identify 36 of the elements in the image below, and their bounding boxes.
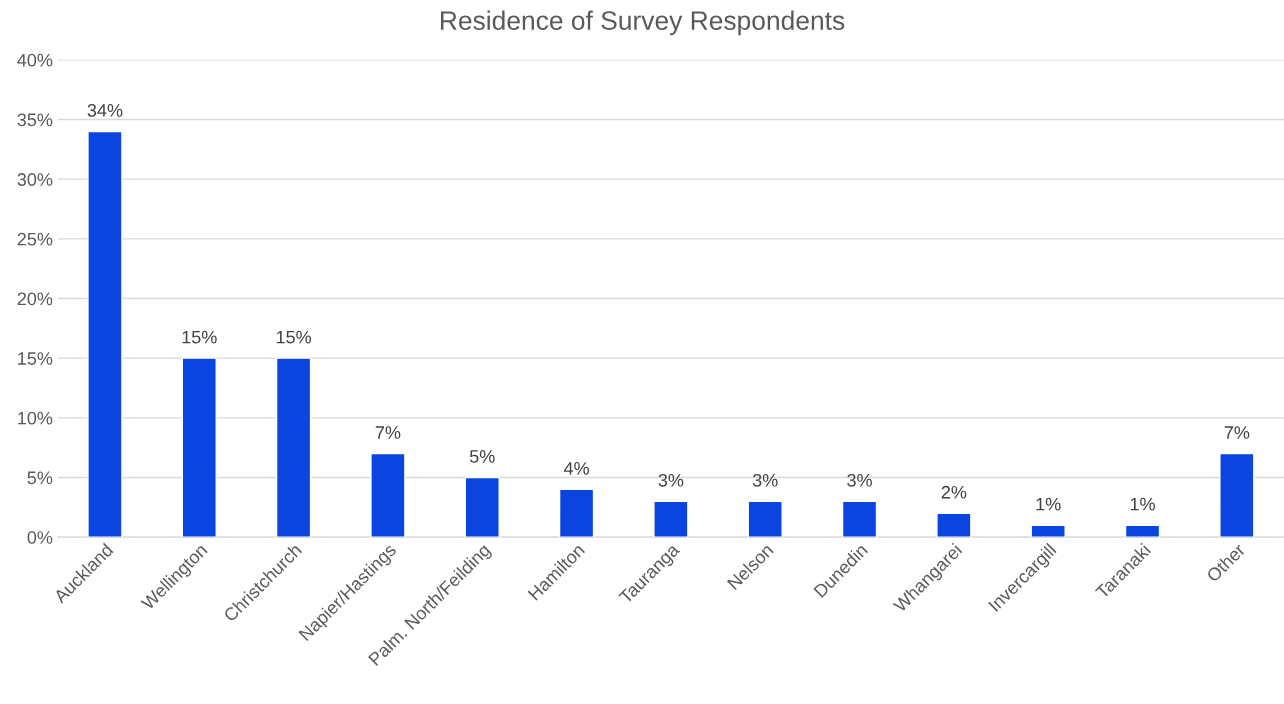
bar: [841, 500, 878, 538]
bar: [1219, 452, 1255, 538]
data-label: 34%: [87, 103, 123, 117]
data-label: 1%: [1130, 497, 1155, 511]
bar: [370, 452, 406, 538]
bar: [1124, 524, 1161, 538]
y-tick-label: 0%: [27, 531, 53, 544]
data-label: 3%: [847, 473, 872, 487]
data-label: 4%: [563, 462, 589, 475]
y-tick-label: 40%: [17, 53, 53, 67]
data-label: 7%: [375, 426, 401, 439]
data-label: 1%: [1036, 497, 1061, 511]
y-tick-label: 25%: [17, 232, 53, 246]
bar: [464, 476, 500, 538]
chart-title: Residence of Survey Respondents: [441, 10, 845, 36]
y-tick-label: 20%: [17, 292, 53, 306]
data-label: 3%: [658, 473, 684, 487]
bar: [1030, 524, 1066, 538]
data-label: 7%: [1224, 426, 1250, 439]
data-label: 15%: [182, 330, 217, 344]
bar: [87, 130, 123, 538]
data-label: 2%: [941, 485, 967, 499]
bar: [275, 357, 312, 538]
y-tick-label: 5%: [27, 471, 53, 485]
bar: [558, 488, 595, 538]
y-tick-label: 10%: [18, 411, 53, 425]
y-tick-label: 35%: [17, 113, 53, 127]
bar: [653, 500, 689, 538]
data-label: 15%: [276, 330, 312, 344]
bar: [181, 357, 217, 538]
y-tick-label: 30%: [17, 173, 53, 186]
data-label: 3%: [752, 473, 778, 487]
y-tick-label: 15%: [18, 352, 53, 365]
bar: [936, 512, 972, 538]
data-label: 5%: [469, 450, 495, 463]
bar: [747, 500, 783, 538]
